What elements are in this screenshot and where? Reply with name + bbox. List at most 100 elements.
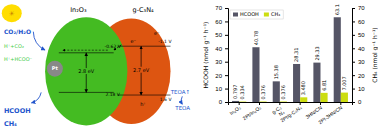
axis: In₂O₃2Pt/In₂O₃g-C₃N₄2Pt/g-C₃N₄3HN/CN2Pt-… bbox=[228, 102, 352, 125]
tick: 10 bbox=[352, 86, 365, 92]
annotation: ☀ bbox=[9, 10, 15, 18]
data-label: 40.78 bbox=[253, 31, 259, 45]
tick-mark bbox=[225, 62, 228, 63]
bar bbox=[334, 17, 341, 102]
tick: 10 bbox=[215, 86, 228, 92]
data-label: 29.33 bbox=[314, 46, 320, 60]
figure: ☀In₂O₃g-C₃N₄Pt2.8 eV2.7 eV-0.62 V2.18 V-… bbox=[0, 0, 378, 132]
tick-mark bbox=[225, 89, 228, 90]
reaction-arrow bbox=[31, 92, 41, 103]
pt-particle bbox=[47, 61, 63, 77]
tick-mark bbox=[352, 21, 355, 22]
tick-label: 70 bbox=[215, 5, 222, 11]
diagram: ☀In₂O₃g-C₃N₄Pt2.8 eV2.7 eV-0.62 V2.18 V-… bbox=[2, 4, 191, 128]
tick-mark bbox=[340, 102, 341, 105]
tick-label-line: In₂O₃ bbox=[228, 104, 241, 116]
data-label: 63.1 bbox=[334, 4, 340, 15]
bar bbox=[280, 101, 287, 102]
tick-label-line: 2Pt-3HN/CN bbox=[317, 104, 344, 125]
tick: 70 bbox=[352, 5, 365, 11]
tick: 40 bbox=[352, 46, 365, 52]
tick-label: In₂O₃ bbox=[228, 104, 241, 116]
bar bbox=[293, 64, 300, 102]
tick-label: 2Pt/In₂O₃ bbox=[241, 104, 262, 121]
tick: 20 bbox=[352, 73, 365, 79]
tick: 30 bbox=[215, 59, 228, 65]
tick-mark bbox=[225, 75, 228, 76]
legend-swatch bbox=[233, 13, 238, 17]
data-label: 0.334 bbox=[239, 85, 245, 99]
annotation: h⁺ bbox=[140, 101, 146, 107]
annotation: e⁻ bbox=[130, 38, 136, 44]
tick: 50 bbox=[215, 32, 228, 38]
tick: 2Pt-3HN/CN bbox=[317, 102, 344, 125]
annotation: CO₂/H₂O bbox=[4, 28, 31, 35]
annotation: e⁻ bbox=[154, 30, 160, 36]
bar bbox=[239, 101, 246, 102]
tick-mark bbox=[225, 8, 228, 9]
tick-mark bbox=[279, 102, 280, 105]
annotation: Pt bbox=[52, 65, 59, 71]
tick: 20 bbox=[215, 73, 228, 79]
axis-line bbox=[225, 9, 229, 103]
annotation: H⁺+CO₂ bbox=[4, 43, 24, 49]
tick-mark bbox=[300, 102, 301, 105]
bar-chart: 0.79740.7815.3828.3129.3363.10.3340.3760… bbox=[202, 4, 378, 125]
legend-label: HCOOH bbox=[240, 11, 259, 17]
tick-label: 60 bbox=[215, 19, 222, 25]
tick-mark bbox=[352, 8, 355, 9]
tick-label: 10 bbox=[358, 86, 365, 92]
bar bbox=[341, 93, 348, 102]
tick: 60 bbox=[215, 19, 228, 25]
tick: 30 bbox=[352, 59, 365, 65]
data-label: 7.007 bbox=[341, 76, 347, 90]
annotation: 2.8 eV bbox=[78, 68, 95, 74]
tick-mark bbox=[225, 35, 228, 36]
tick-mark bbox=[259, 102, 260, 105]
annotation: H⁺+HCOO⁻ bbox=[4, 56, 33, 62]
axis-title: HCOOH (nmol g⁻¹ h⁻¹) bbox=[202, 22, 210, 89]
tick-mark bbox=[320, 102, 321, 105]
bar bbox=[313, 63, 320, 102]
tick-mark bbox=[225, 48, 228, 49]
tick-label: 30 bbox=[215, 59, 222, 65]
tick: In₂O₃ bbox=[228, 102, 241, 116]
tick-label: 40 bbox=[358, 46, 365, 52]
tick: 60 bbox=[352, 19, 365, 25]
annotation: 2.18 V bbox=[105, 92, 120, 97]
tick-label: 50 bbox=[215, 32, 222, 38]
annotation: TEOA bbox=[174, 105, 190, 111]
annotation: 1.6 V bbox=[160, 97, 173, 102]
reaction-arrow bbox=[181, 96, 182, 104]
tick-mark bbox=[352, 35, 355, 36]
bar bbox=[320, 93, 327, 102]
tick-mark bbox=[352, 62, 355, 63]
data-label: 0.376 bbox=[280, 85, 286, 99]
tick-label: 20 bbox=[358, 73, 365, 79]
bar bbox=[260, 101, 267, 102]
tick-label: 0 bbox=[219, 99, 223, 105]
data-label: 28.31 bbox=[293, 48, 299, 62]
bar bbox=[232, 101, 239, 102]
annotation: In₂O₃ bbox=[70, 6, 87, 14]
axis-line bbox=[353, 9, 356, 103]
tick: 70 bbox=[215, 5, 228, 11]
tick-mark bbox=[352, 75, 355, 76]
annotation: TEOA↑ bbox=[170, 89, 190, 95]
tick: 2Pt/g-C₃N₄ bbox=[279, 102, 303, 123]
data-label: 15.38 bbox=[273, 65, 279, 79]
annotation: -0.62 V bbox=[105, 44, 122, 49]
tick-label: 0 bbox=[358, 99, 362, 105]
bars bbox=[232, 17, 348, 102]
legend-frame bbox=[230, 10, 283, 19]
tick-mark bbox=[239, 102, 240, 105]
tick: 0 bbox=[352, 99, 362, 105]
bar bbox=[252, 47, 259, 102]
annotation: HCOOH bbox=[4, 107, 31, 115]
tick-label: 60 bbox=[358, 19, 365, 25]
tick-label: 20 bbox=[215, 73, 222, 79]
tick: 0 bbox=[219, 99, 228, 105]
reaction-arrow bbox=[33, 32, 45, 50]
tick: 2Pt/In₂O₃ bbox=[241, 102, 262, 121]
tick-label: 70 bbox=[358, 5, 365, 11]
